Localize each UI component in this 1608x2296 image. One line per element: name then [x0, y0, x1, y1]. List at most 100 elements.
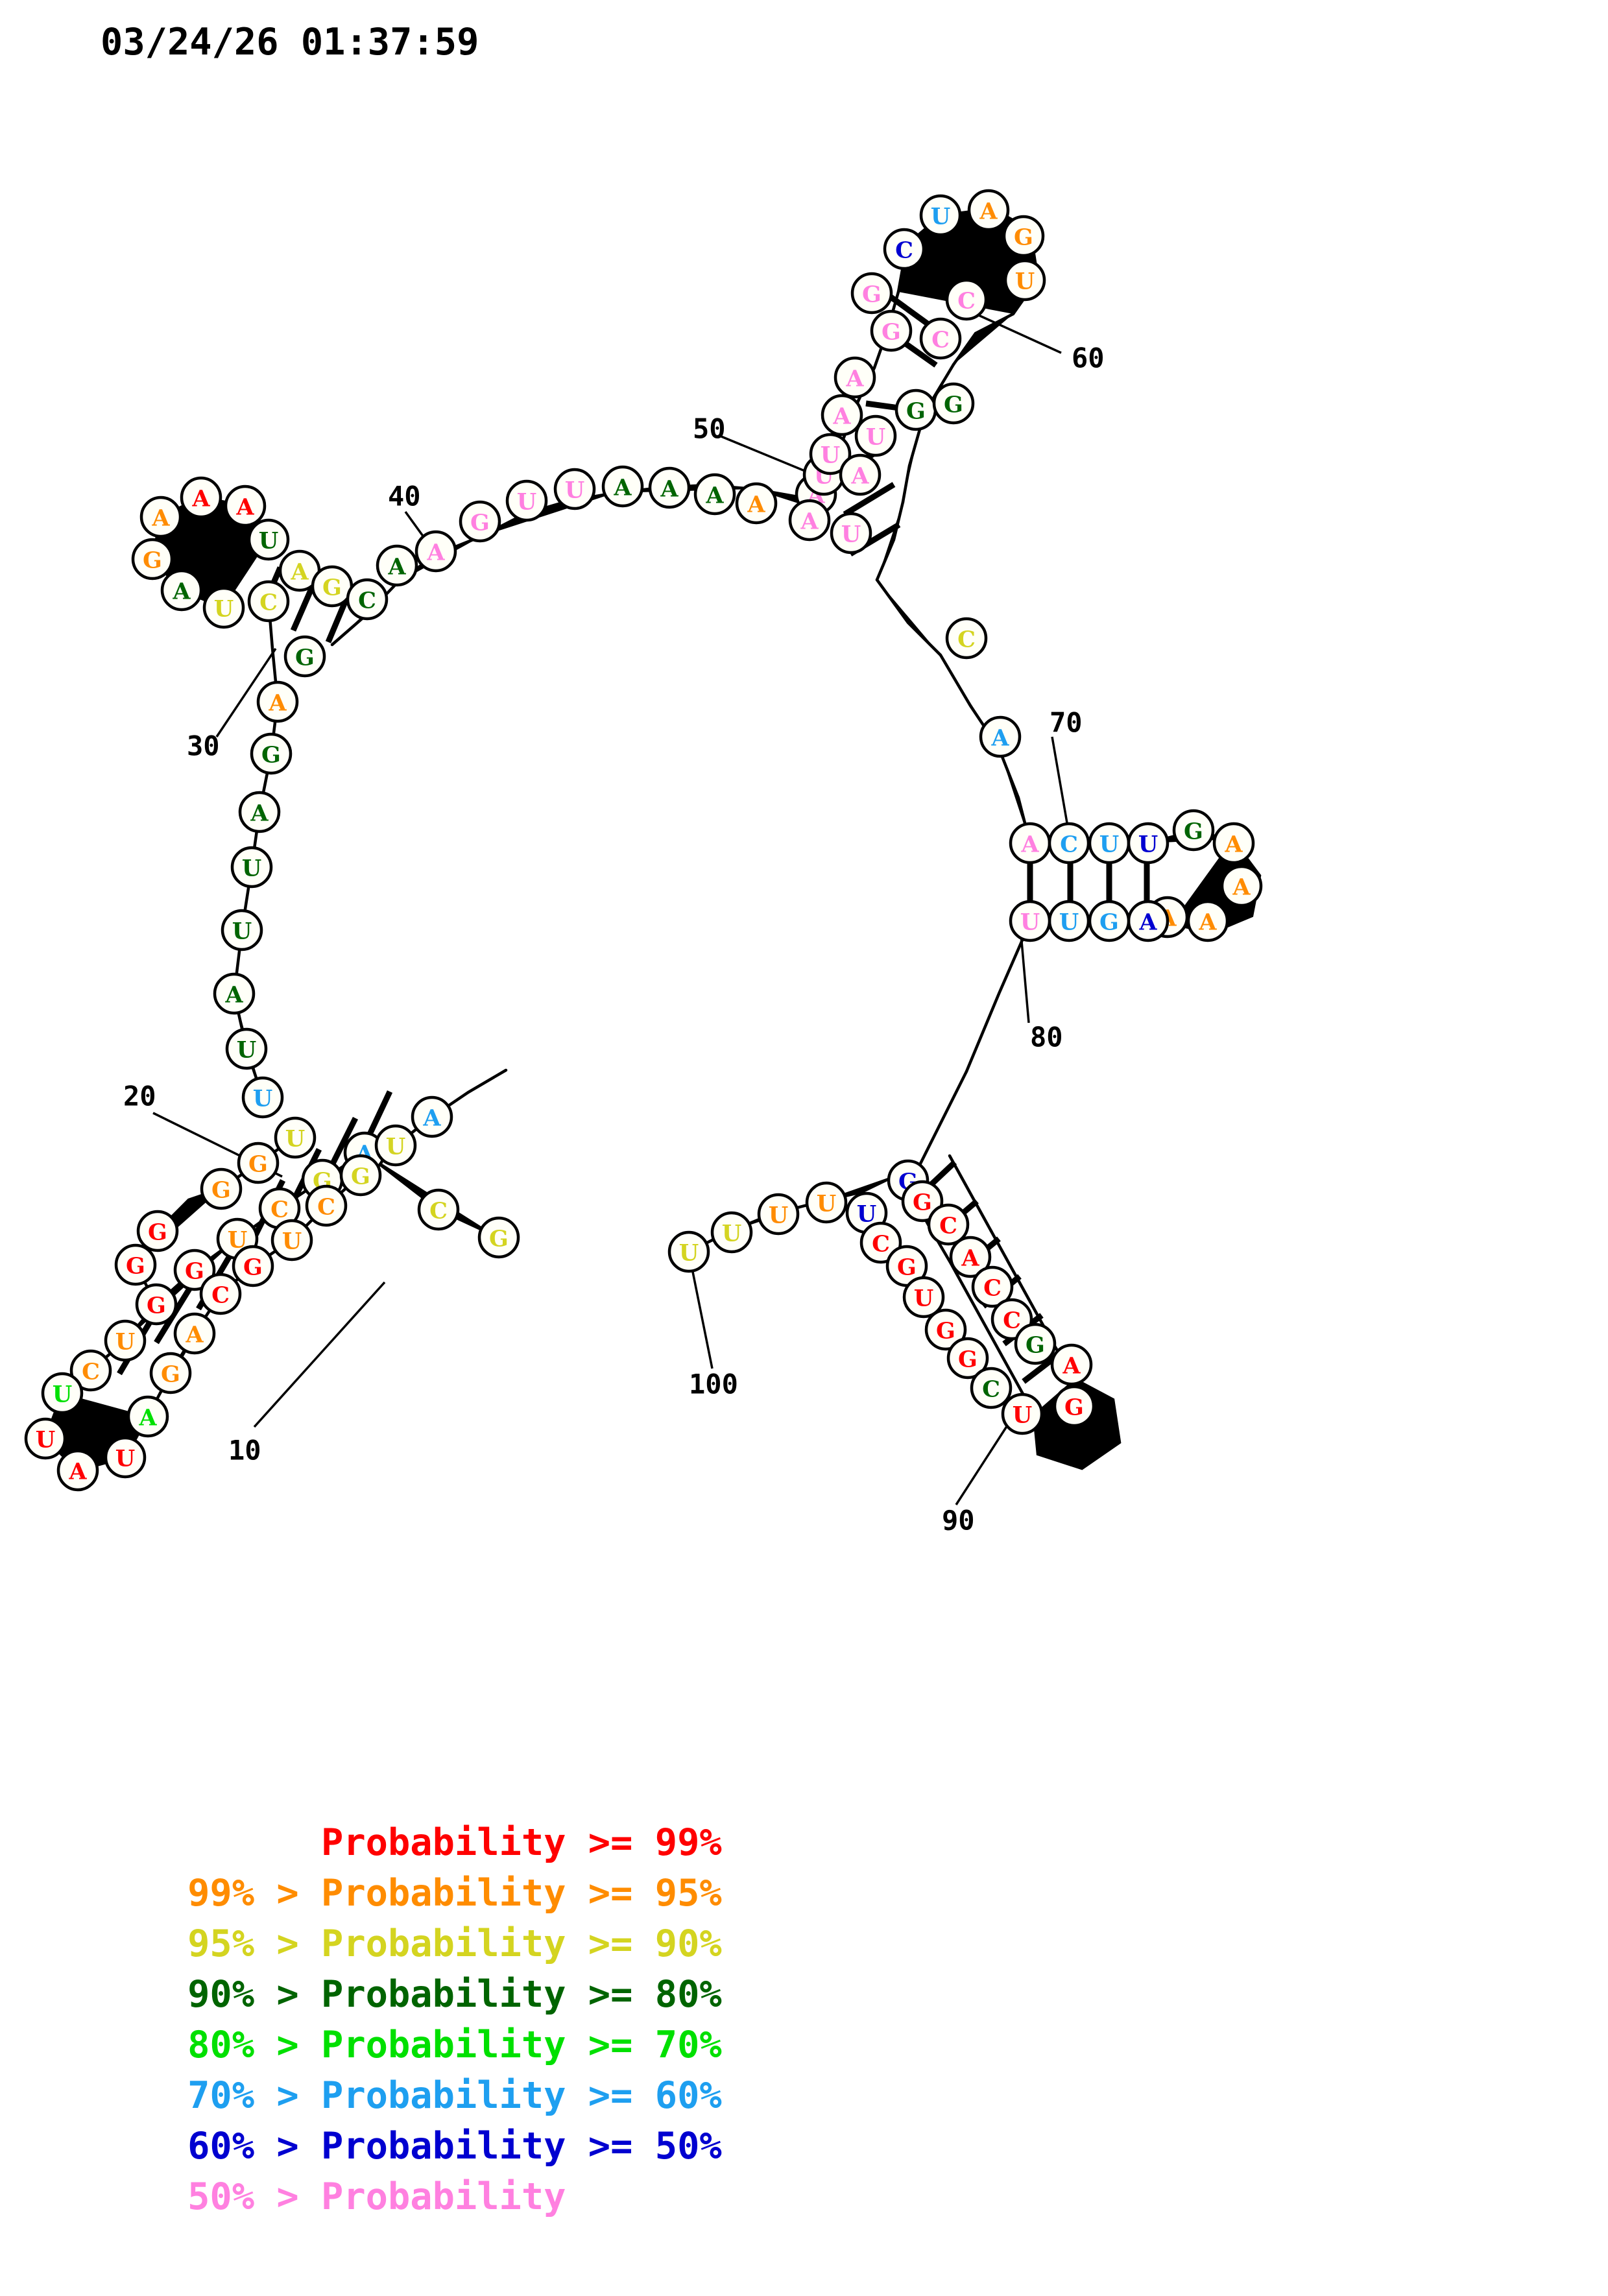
nucleotide-65-A: A — [821, 394, 863, 436]
nucleotide-letter: A — [1232, 874, 1251, 901]
nucleotide-letter: U — [769, 1202, 789, 1229]
nucleotide-letter: G — [882, 319, 901, 346]
nucleotide-letter: A — [250, 800, 269, 827]
legend-row-2: 95% > Probability >= 90% — [0, 1919, 1608, 1969]
nucleotide-letter: A — [990, 725, 1009, 752]
legend-range-prefix: 90% > — [187, 1973, 321, 2016]
nucleotide-113-U: U — [710, 1211, 753, 1254]
nucleotide-9-U: U — [104, 1319, 147, 1362]
nucleotide-letter: C — [931, 327, 950, 353]
nucleotide-114-U: U — [667, 1230, 710, 1273]
nucleotide-90-A: A — [1127, 900, 1170, 942]
nucleotide-99-G: G — [885, 1245, 928, 1287]
nucleotide-62-U: U — [830, 512, 872, 555]
nucleotide-letter: G — [470, 510, 490, 536]
nucleotide-67-A: A — [834, 356, 876, 399]
position-label-10: 10 — [228, 1435, 261, 1466]
nucleotide-16-G: G — [149, 1352, 192, 1394]
legend-row-3: 90% > Probability >= 80% — [0, 1969, 1608, 2020]
position-label-40: 40 — [388, 481, 421, 512]
nucleotide-letter: A — [800, 508, 819, 535]
legend-range-prefix: 99% > — [187, 1872, 321, 1915]
nucleotide-27-G: G — [200, 1167, 243, 1210]
nucleotide-39-C: C — [247, 580, 290, 623]
nucleotide-letter: C — [895, 237, 913, 264]
nucleotide-72-U: U — [919, 194, 962, 237]
nucleotide-letter: U — [1059, 909, 1079, 936]
position-label-70: 70 — [1050, 707, 1083, 739]
nucleotide-92-U: U — [1048, 900, 1090, 942]
nucleotide-letter: U — [565, 477, 585, 504]
legend-row-0: Probability >= 99% — [0, 1817, 1608, 1868]
nucleotide-letter: U — [53, 1381, 73, 1408]
legend-range-prefix: 80% > — [187, 2024, 321, 2066]
nucleotide-letter: A — [235, 494, 254, 521]
nucleotide-letter: C — [317, 1194, 335, 1221]
nucleotide-letter: A — [224, 982, 243, 1009]
nucleotide-letter: U — [386, 1134, 406, 1160]
position-label-50: 50 — [693, 413, 726, 445]
legend-range-prefix: 50% > — [187, 2175, 321, 2218]
nucleotide-letter: G — [1064, 1394, 1084, 1421]
nucleotide-letter: A — [387, 554, 406, 580]
nucleotide-80-A: A — [979, 715, 1022, 758]
nucleotide-letter: U — [237, 1037, 257, 1064]
nucleotide-24-A: A — [411, 1095, 453, 1138]
timestamp-label: 03/24/26 01:37:59 — [101, 21, 479, 64]
nucleotide-letter: A — [961, 1245, 979, 1272]
nucleotide-letter: C — [983, 1275, 1002, 1302]
legend-range-prefix: 60% > — [187, 2125, 321, 2168]
nucleotide-109-G: G — [1053, 1385, 1096, 1428]
nucleotide-102-C: C — [971, 1265, 1014, 1308]
nucleotide-letter: U — [1013, 1402, 1033, 1429]
nucleotide-23-U: U — [374, 1124, 417, 1167]
nucleotide-106-G: G — [1014, 1322, 1057, 1365]
nucleotide-101-U: U — [902, 1276, 945, 1319]
nucleotide-letter: C — [957, 627, 976, 653]
nucleotide-letter: C — [982, 1376, 1000, 1403]
nucleotide-letter: G — [862, 281, 882, 308]
nucleotide-letter: A — [1138, 909, 1157, 936]
nucleotide-letter: G — [351, 1164, 370, 1190]
legend-row-5: 70% > Probability >= 60% — [0, 2070, 1608, 2121]
nucleotide-letter: U — [36, 1427, 56, 1453]
nucleotide-letter: G — [295, 645, 315, 671]
nucleotide-letter: A — [1198, 909, 1217, 936]
nucleotide-letter: C — [1003, 1308, 1021, 1334]
nucleotide-12-U: U — [24, 1417, 67, 1460]
nucleotide-letter: A — [422, 1105, 441, 1132]
nucleotide-110-U: U — [1001, 1393, 1044, 1435]
nucleotide-letter: U — [931, 204, 951, 230]
nucleotide-letter: U — [242, 855, 262, 882]
nucleotide-37-A: A — [256, 680, 299, 723]
nucleotide-letter: U — [857, 1201, 877, 1228]
nucleotide-111-U: U — [805, 1181, 848, 1224]
nucleotide-61-A: A — [788, 499, 831, 542]
nucleotide-19-G: G — [232, 1245, 274, 1287]
nucleotide-87-A: A — [1220, 865, 1263, 907]
nucleotide-77-C: C — [919, 317, 962, 360]
nucleotide-30-U: U — [241, 1076, 284, 1119]
nucleotide-letter: C — [270, 1197, 289, 1223]
nucleotide-73-A: A — [967, 189, 1010, 232]
nucleotide-letter: G — [936, 1318, 955, 1345]
nucleotide-38-G: G — [283, 635, 326, 678]
nucleotide-78-G: G — [932, 382, 975, 425]
nucleotide-letter: G — [261, 742, 281, 769]
nucleotide-letter: U — [285, 1126, 306, 1153]
nucleotide-letter: G — [211, 1177, 231, 1204]
nucleotide-letter: A — [426, 540, 445, 566]
legend-range-text: Probability >= 60% — [321, 2074, 722, 2117]
nucleotide-25-U: U — [274, 1116, 317, 1159]
nucleotide-letter: A — [850, 463, 869, 490]
nucleotide-98-C: C — [927, 1203, 970, 1246]
nucleotide-69-G: G — [870, 309, 913, 352]
nucleotide-letter: C — [259, 590, 278, 616]
position-label-layer: 10 20 30 40 50 60 70 80 90 100 — [123, 342, 1105, 1537]
nucleotide-18-C: C — [199, 1273, 242, 1315]
nucleotide-52-G: G — [459, 500, 501, 543]
nucleotide-letter: G — [897, 1254, 917, 1281]
nucleotide-letter: A — [185, 1322, 204, 1348]
nucleotide-letter: C — [939, 1213, 957, 1239]
